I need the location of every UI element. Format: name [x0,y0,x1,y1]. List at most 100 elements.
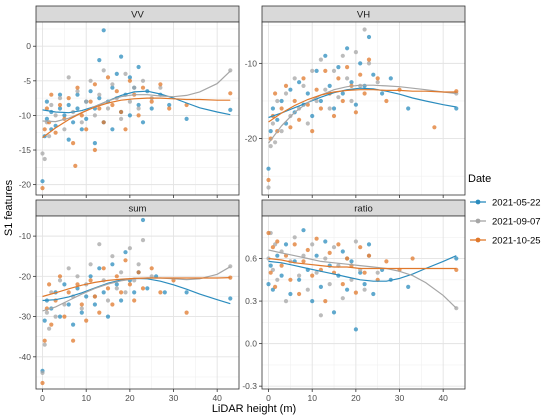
data-point [310,299,315,304]
data-point [40,370,45,375]
data-point [331,106,337,111]
data-point [114,274,119,279]
trend-line [268,84,457,144]
data-point [371,291,376,297]
data-point [71,141,76,146]
legend-entry: 2021-09-07 [470,216,541,227]
y-tick-label: 0.0 [245,339,257,349]
data-point [84,99,89,104]
data-point [266,230,271,236]
data-point [119,298,124,303]
data-point [88,278,93,283]
data-point [105,286,111,291]
data-point [140,238,146,243]
data-point [140,78,146,83]
data-point [66,96,71,101]
panel-background [36,216,239,389]
data-point [110,82,115,87]
y-tick-label: -10 [245,58,258,68]
legend-key-point [475,199,481,205]
data-point [119,116,124,121]
strip-label: ratio [354,204,372,215]
data-point [314,270,319,275]
data-point [323,239,328,244]
data-point [362,83,367,88]
data-point [327,250,332,255]
data-point [388,76,393,81]
data-point [268,263,273,268]
data-point [57,106,63,111]
data-point [88,99,93,104]
data-point [275,253,280,258]
data-point [123,71,128,76]
data-point [71,322,76,327]
data-point [97,242,102,247]
data-point [353,102,358,107]
data-point [283,299,289,304]
data-point [454,256,459,261]
data-point [140,120,146,125]
data-point [105,298,111,303]
data-point [79,113,84,118]
panel-background [262,216,465,389]
data-point [288,291,293,297]
x-tick-label: 10 [81,393,91,403]
data-point [340,296,345,301]
strip-label: VH [357,10,370,21]
data-point [49,322,54,327]
data-point [44,99,50,104]
data-point [88,274,93,279]
data-point [305,287,310,292]
data-point [305,91,310,96]
data-point [323,87,328,92]
data-point [75,92,80,97]
data-point [353,239,358,244]
data-point [62,282,67,287]
data-point [66,137,71,142]
data-point [292,235,297,240]
data-point [380,91,385,96]
data-point [66,75,71,80]
data-point [97,266,102,271]
data-point [92,147,97,153]
data-point [92,82,97,87]
data-point [349,80,354,85]
data-point [297,291,302,297]
panel-vv: VV 0 -5 -10 -15 -20 [19,5,240,198]
data-point [375,80,380,85]
data-point [66,290,71,295]
data-point [136,113,141,118]
data-point [127,78,132,83]
data-point [162,290,167,295]
panels: VV 0 -5 -10 -15 -20 VH -10 -20 sum -10 -20 -30 -40 0 10… [19,5,466,403]
data-point [145,286,150,291]
data-point [310,113,315,119]
data-point [270,106,275,111]
y-tick-label: -40 [19,352,32,362]
legend-label: 2021-05-22 [492,197,541,208]
data-point [88,78,93,83]
data-point [79,127,84,132]
data-point [345,76,350,81]
trend-line [268,257,457,270]
data-point [268,144,273,149]
data-point [353,110,358,115]
data-point [42,342,47,347]
data-point [432,125,437,130]
data-point [79,310,84,315]
data-point [123,250,128,255]
y-tick-label: -0.3 [242,381,257,391]
panel-background [262,22,465,195]
y-tick-label: 0.3 [245,296,257,306]
y-tick-label: 0 [26,41,31,51]
trend-line [268,87,457,119]
data-point [92,141,97,146]
data-point [57,278,63,283]
trend-line [268,89,457,123]
data-point [119,109,124,115]
data-point [266,177,271,183]
data-point [114,71,119,76]
panel-sum: sum -10 -20 -30 -40 0 10 20 30 40 [19,199,240,403]
data-point [279,263,284,268]
data-point [331,245,337,250]
